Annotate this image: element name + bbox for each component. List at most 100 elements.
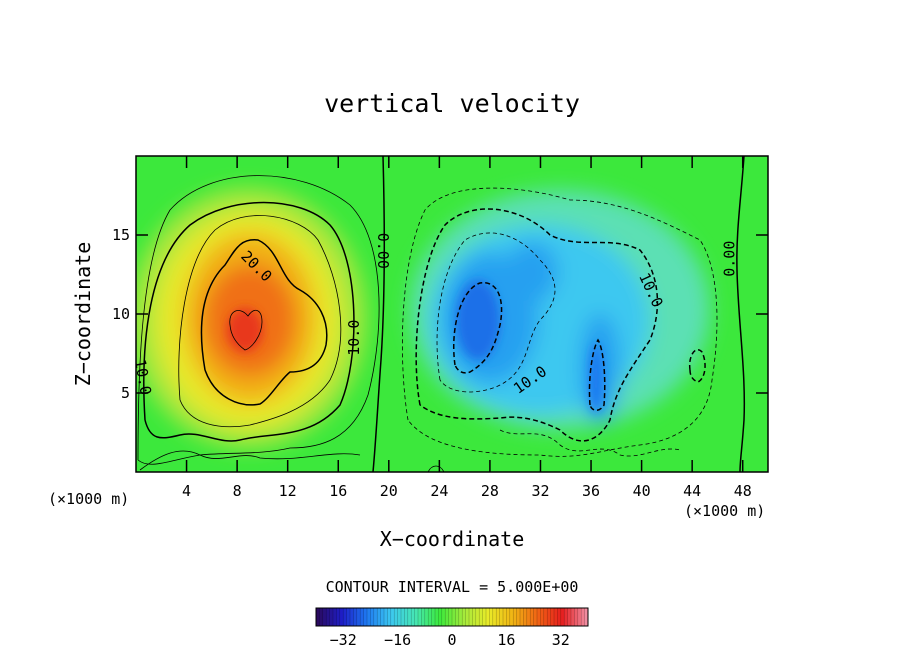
colorbar-cell	[438, 608, 443, 626]
colorbar-cell	[513, 608, 518, 626]
colorbar-cell	[407, 608, 412, 626]
colorbar-cell	[343, 608, 348, 626]
contour-15	[178, 215, 342, 428]
colorbar-cell	[530, 608, 535, 626]
contour-zero-left	[372, 156, 386, 472]
colorbar-frame	[315, 607, 589, 627]
colorbar-cell	[397, 608, 402, 626]
colorbar-cell	[329, 608, 334, 626]
colorbar-cell	[367, 608, 371, 626]
colorbar-cell	[472, 608, 477, 626]
colorbar-cell	[360, 608, 365, 626]
colorbar-cell	[322, 608, 327, 626]
colorbar-cell	[550, 608, 555, 626]
contour-20	[200, 239, 328, 406]
colorbar-cell	[428, 608, 433, 626]
contour-25	[229, 309, 263, 351]
colorbar-cell	[554, 608, 558, 626]
colorbar-cell	[560, 608, 565, 626]
colorbar-cell	[492, 608, 497, 626]
downdraft-core	[456, 280, 500, 360]
y-tick-label: 10	[112, 305, 130, 323]
y-tick-label: 15	[112, 226, 130, 244]
colorbar-cell	[350, 608, 354, 626]
x-tick-label: 44	[683, 482, 701, 500]
colorbar-cell	[333, 608, 337, 626]
colorbar-cell	[526, 608, 531, 626]
colorbar-cell	[377, 608, 382, 626]
colorbar-cell	[373, 608, 378, 626]
x-tick-label: 4	[182, 482, 191, 500]
colorbar-tick-label: 0	[447, 631, 456, 649]
colorbar-cell	[509, 608, 514, 626]
colorbar-cell	[319, 608, 324, 626]
contour-neg20-right	[588, 338, 606, 411]
colorbar-tick-label: −32	[330, 631, 357, 649]
colorbar-cell	[445, 608, 450, 626]
colorbar-cell	[506, 608, 511, 626]
colorbar-tick-label: 32	[552, 631, 570, 649]
colorbar-cell	[384, 608, 388, 626]
y-tick-label: 5	[121, 384, 130, 402]
colorbar-cell	[452, 608, 456, 626]
contour-zero-right	[736, 156, 746, 472]
colorbar-cell	[363, 608, 368, 626]
colorbar-cell	[353, 608, 358, 626]
colorbar-cell	[503, 608, 507, 626]
x-tick-label: 40	[633, 482, 651, 500]
colorbar-cell	[486, 608, 490, 626]
colorbar-cell	[462, 608, 467, 626]
colorbar-cell	[533, 608, 538, 626]
contour-interval-text: CONTOUR INTERVAL = 5.000E+00	[326, 578, 579, 596]
colorbar-cell	[516, 608, 521, 626]
colorbar-cell	[336, 608, 341, 626]
colorbar-cell	[414, 608, 419, 626]
contour-wiggle-left	[139, 450, 361, 471]
contour-wiggle-right	[499, 429, 681, 457]
x-units-right: (×1000 m)	[684, 502, 765, 520]
colorbar-cell	[571, 608, 575, 626]
colorbar-cell	[458, 608, 463, 626]
x-tick-label: 16	[329, 482, 347, 500]
colorbar-cell	[547, 608, 552, 626]
colorbar-cell	[404, 608, 409, 626]
colorbar-cell	[411, 608, 416, 626]
contour-neg15	[436, 232, 556, 393]
contour-label: 0.00	[721, 241, 739, 277]
colorbar-cell	[479, 608, 484, 626]
colorbar-cell	[520, 608, 524, 626]
colorbar: −32 −16 0 16 32	[315, 607, 589, 649]
contour-neg20	[453, 282, 503, 374]
x-tick-label: 24	[430, 482, 448, 500]
colorbar-cell	[356, 608, 361, 626]
x-tick-label: 48	[734, 482, 752, 500]
colorbar-cell	[540, 608, 545, 626]
colorbar-cell	[537, 608, 541, 626]
colorbar-cell	[431, 608, 436, 626]
downdraft-upper	[506, 242, 558, 302]
colorbar-cell	[482, 608, 487, 626]
colorbar-cell	[557, 608, 562, 626]
colorbar-cell	[421, 608, 426, 626]
x-units-left: (×1000 m)	[48, 490, 129, 508]
colorbar-cell	[465, 608, 470, 626]
downdraft-core-right	[589, 343, 603, 413]
colorbar-cell	[574, 608, 579, 626]
colorbar-cell	[584, 608, 589, 626]
contour-neg10-small	[688, 349, 706, 383]
contour-neg10	[415, 208, 659, 442]
chart-title: vertical velocity	[324, 89, 580, 118]
colorbar-cell	[380, 608, 385, 626]
contour-label: 10.0	[131, 358, 155, 397]
colorbar-cell	[455, 608, 460, 626]
colorbar-cell	[523, 608, 528, 626]
colorbar-cell	[564, 608, 569, 626]
colorbar-cell	[326, 608, 331, 626]
colorbar-cell	[543, 608, 548, 626]
colorbar-cell	[424, 608, 429, 626]
colorbar-cell	[387, 608, 392, 626]
colorbar-cell	[581, 608, 586, 626]
